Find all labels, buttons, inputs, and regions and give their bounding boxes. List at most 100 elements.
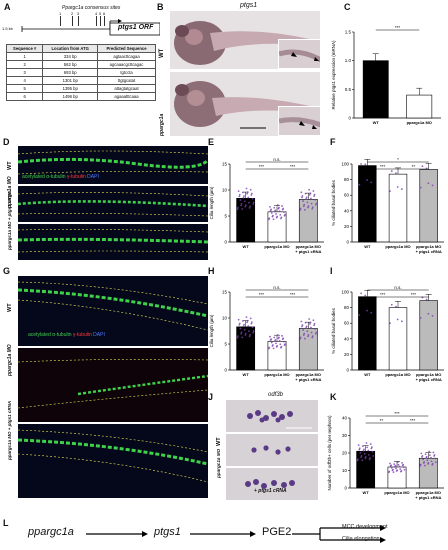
data-point xyxy=(280,216,283,219)
data-point xyxy=(370,446,373,449)
data-point xyxy=(311,206,314,209)
data-point xyxy=(249,188,252,191)
data-point xyxy=(427,182,430,185)
pathway-outcome-cilia: Cilia elongation xyxy=(342,536,380,542)
data-point xyxy=(425,455,428,458)
data-point xyxy=(430,456,432,459)
data-point xyxy=(284,343,286,346)
data-point xyxy=(281,334,283,337)
fluor-image-g-wt: acetylated α-tubulin γ-tubulin DAPI xyxy=(18,276,208,346)
data-point xyxy=(302,205,305,208)
data-point xyxy=(390,303,393,306)
data-point xyxy=(250,192,253,195)
x-tick-label: + ptgs1 cRNA xyxy=(416,377,442,382)
panel-label-i: I xyxy=(330,266,333,276)
y-tick-label: 0 xyxy=(224,240,227,245)
y-tick-label: 60 xyxy=(344,321,350,326)
data-point xyxy=(248,201,250,204)
pathway-arrowhead xyxy=(250,531,256,537)
panel-label-g: G xyxy=(3,266,11,276)
data-point xyxy=(431,184,434,187)
x-tick-label: ppargc1a MO xyxy=(384,490,409,495)
data-point xyxy=(432,451,435,454)
y-tick-label: 15 xyxy=(222,162,228,167)
table-cell: agaaatttcaaa xyxy=(97,92,156,101)
table-header: Sequence # xyxy=(5,44,44,53)
data-point xyxy=(402,463,405,466)
data-point xyxy=(360,163,362,165)
panel-label-c: C xyxy=(344,2,351,12)
data-point xyxy=(400,469,403,472)
stain-dapi-label: DAPI xyxy=(93,332,105,338)
y-tick-label: 40 xyxy=(344,208,350,213)
panel-b-title: ptgs1 xyxy=(240,2,258,9)
panel-g-row-rescue: ppargc1a MO + ptgs1 cRNA xyxy=(7,400,12,460)
data-point xyxy=(247,325,250,327)
data-point xyxy=(278,336,280,339)
table-row: 5 1395 bp attagtatgcaat xyxy=(5,84,156,93)
site-number: 2 xyxy=(71,11,74,16)
y-tick-label: 40 xyxy=(344,336,350,341)
data-point xyxy=(302,200,304,202)
data-point xyxy=(270,212,273,214)
data-point xyxy=(424,453,427,456)
data-point xyxy=(305,196,308,199)
data-point xyxy=(270,208,273,211)
data-point xyxy=(246,319,249,322)
chart-f: 0 20 40 60 80 100 % ciliated basal bodies WT ppa… xyxy=(330,144,448,264)
data-point xyxy=(360,292,362,295)
embryo-inset-wt xyxy=(278,39,320,69)
fluor-image-d-wt: acetylated α-tubulin γ-tubulin DAPI xyxy=(18,146,208,184)
data-point xyxy=(431,462,434,465)
stain-legend-g: acetylated α-tubulin γ-tubulin DAPI xyxy=(28,332,105,338)
data-point xyxy=(369,443,372,445)
data-point xyxy=(396,461,399,464)
data-point xyxy=(313,193,316,196)
data-point xyxy=(388,470,391,473)
data-point xyxy=(238,322,241,325)
x-tick-label: ppargc1a MO xyxy=(407,120,432,125)
data-point xyxy=(370,311,373,314)
data-point xyxy=(311,336,314,339)
data-point xyxy=(273,336,276,339)
data-point xyxy=(392,471,395,474)
bar xyxy=(236,198,256,243)
data-point xyxy=(307,206,309,209)
table-cell: 1496 bp xyxy=(42,92,99,101)
data-point xyxy=(276,215,279,218)
data-point xyxy=(310,326,312,329)
y-axis-label: % ciliated basal bodies xyxy=(331,179,336,226)
site-number: 4 xyxy=(95,11,98,16)
y-tick-label: 1.5 xyxy=(345,30,352,35)
pathway-outcome-mcc: MCC development xyxy=(342,524,388,530)
data-point xyxy=(284,213,286,216)
data-point xyxy=(301,195,304,197)
data-point xyxy=(276,334,279,336)
data-point xyxy=(303,337,306,340)
y-tick-label: 5 xyxy=(224,214,227,219)
panel-label-h: H xyxy=(208,266,215,276)
data-point xyxy=(314,198,317,201)
x-tick-label: ppargc1a MO xyxy=(264,372,289,377)
data-point xyxy=(361,459,364,462)
data-point xyxy=(276,204,279,206)
data-point xyxy=(248,207,251,209)
y-tick-label: 20 xyxy=(344,352,350,357)
data-point xyxy=(270,338,273,341)
data-point xyxy=(246,321,249,324)
data-point xyxy=(272,214,274,217)
data-point xyxy=(368,454,370,456)
data-point xyxy=(301,196,303,199)
fluor-image-d-mo xyxy=(18,186,208,222)
data-point xyxy=(302,334,305,336)
fluor-image-d-rescue xyxy=(18,224,208,260)
bar xyxy=(362,60,389,119)
y-axis-label: Cilia length (µm) xyxy=(209,314,214,347)
pathway-node-pge2: PGE2 xyxy=(262,526,292,538)
panel-j-row-wt: WT xyxy=(216,437,222,446)
data-point xyxy=(396,186,399,188)
data-point xyxy=(314,332,317,335)
y-tick-label: 100 xyxy=(341,162,349,167)
data-point xyxy=(282,337,285,340)
data-point xyxy=(268,346,271,349)
